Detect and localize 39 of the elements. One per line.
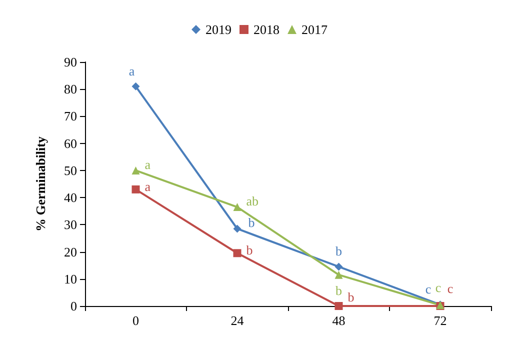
data-label: a [144, 178, 151, 194]
y-tick-label: 0 [70, 298, 77, 314]
y-tick-label: 30 [64, 217, 77, 232]
x-tick-label: 0 [132, 313, 139, 328]
legend-label: 2018 [254, 22, 280, 37]
data-label: b [246, 242, 253, 258]
y-tick-label: 10 [64, 271, 77, 286]
data-label: ab [246, 194, 259, 209]
data-label: a [128, 63, 135, 78]
legend-label: 2019 [206, 22, 232, 37]
y-tick-label: 60 [64, 136, 77, 151]
y-axis-title: % Germinability [33, 136, 48, 232]
data-label: a [144, 156, 151, 172]
data-label: b [348, 290, 354, 304]
data-label: b [248, 215, 255, 230]
data-label: b [336, 244, 342, 259]
y-tick-label: 50 [64, 162, 77, 178]
data-label: c [447, 281, 454, 296]
data-label: c [435, 280, 442, 296]
point [132, 185, 140, 194]
point [233, 249, 242, 258]
point [132, 166, 140, 174]
point [334, 270, 343, 279]
y-tick-label: 90 [64, 54, 77, 70]
point [233, 224, 242, 233]
point [132, 82, 140, 90]
data-label: b [336, 282, 342, 298]
data-label: c [425, 282, 432, 297]
x-tick-label: 48 [332, 313, 346, 328]
y-tick-label: 80 [64, 82, 77, 97]
y-tick-label: 70 [64, 108, 77, 124]
point [334, 302, 343, 310]
x-tick-label: 72 [434, 313, 447, 328]
x-tick-label: 24 [230, 313, 244, 328]
y-tick-label: 20 [64, 244, 77, 260]
legend-label: 2017 [302, 22, 328, 37]
point [233, 203, 242, 212]
y-tick-label: 40 [64, 190, 77, 206]
point [334, 262, 343, 271]
